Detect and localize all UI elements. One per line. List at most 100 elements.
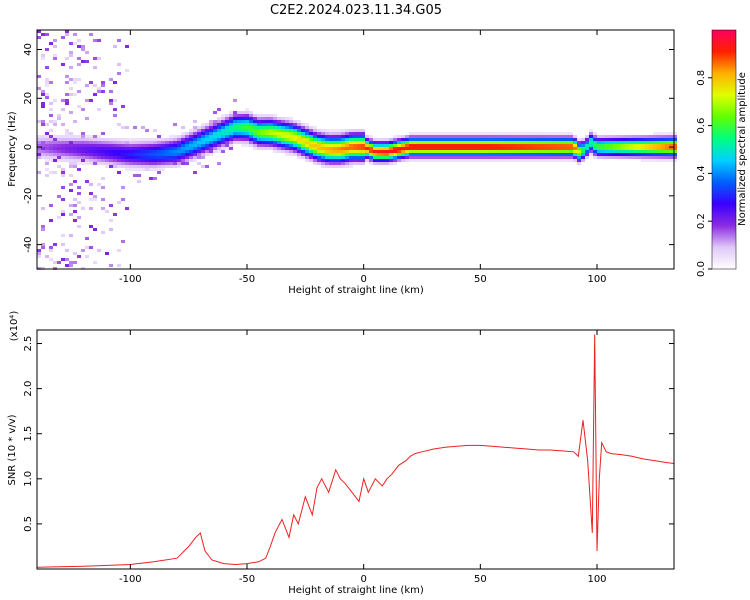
heatmap-cell (421, 156, 425, 159)
heatmap-cell (329, 165, 333, 168)
heatmap-cell (577, 150, 581, 153)
heatmap-cell (201, 150, 205, 153)
heatmap-cell (669, 159, 673, 162)
heatmap-cell (57, 165, 61, 168)
heatmap-cell (49, 135, 53, 138)
heatmap-cell (517, 132, 521, 135)
heatmap-cell (249, 141, 253, 144)
heatmap-cell (637, 144, 641, 147)
heatmap-cell (605, 153, 609, 156)
heatmap-cell (237, 126, 241, 129)
heatmap-cell (337, 162, 341, 165)
heatmap-cell (489, 135, 493, 138)
heatmap-cell (393, 159, 397, 162)
heatmap-cell (489, 159, 493, 162)
heatmap-cell (401, 150, 405, 153)
heatmap-cell (237, 111, 241, 114)
heatmap-cell (385, 153, 389, 156)
heatmap-cell (369, 135, 373, 138)
heatmap-cell (93, 135, 97, 138)
heatmap-cell (277, 150, 281, 153)
heatmap-cell (77, 255, 81, 258)
heatmap-cell (329, 138, 333, 141)
heatmap-cell (421, 132, 425, 135)
heatmap-cell (417, 156, 421, 159)
heatmap-cell (113, 213, 117, 216)
heatmap-cell (257, 123, 261, 126)
spectrogram-xtick-label: 50 (474, 274, 487, 285)
heatmap-cell (137, 138, 141, 141)
heatmap-cell (649, 159, 653, 162)
heatmap-cell (629, 141, 633, 144)
heatmap-cell (37, 135, 41, 138)
heatmap-cell (65, 135, 69, 138)
heatmap-cell (565, 135, 569, 138)
heatmap-cell (597, 147, 601, 150)
heatmap-cell (157, 153, 161, 156)
heatmap-cell (269, 117, 273, 120)
heatmap-cell (293, 129, 297, 132)
heatmap-cell (405, 150, 409, 153)
heatmap-cell (645, 150, 649, 153)
heatmap-cell (409, 150, 413, 153)
heatmap-cell (521, 150, 525, 153)
heatmap-cell (241, 117, 245, 120)
heatmap-cell (185, 153, 189, 156)
heatmap-cell (97, 183, 101, 186)
heatmap-cell (285, 135, 289, 138)
heatmap-cell (601, 135, 605, 138)
heatmap-cell (233, 117, 237, 120)
heatmap-cell (569, 156, 573, 159)
heatmap-cell (269, 129, 273, 132)
heatmap-cell (241, 111, 245, 114)
heatmap-cell (73, 198, 77, 201)
heatmap-cell (281, 117, 285, 120)
heatmap-cell (153, 144, 157, 147)
heatmap-cell (285, 129, 289, 132)
heatmap-cell (177, 138, 181, 141)
heatmap-cell (181, 141, 185, 144)
heatmap-cell (509, 153, 513, 156)
heatmap-cell (437, 138, 441, 141)
heatmap-cell (77, 153, 81, 156)
heatmap-cell (141, 150, 145, 153)
heatmap-cell (89, 150, 93, 153)
heatmap-cell (453, 153, 457, 156)
heatmap-cell (237, 120, 241, 123)
heatmap-cell (193, 135, 197, 138)
heatmap-cell (233, 126, 237, 129)
heatmap-cell (45, 93, 49, 96)
heatmap-cell (565, 153, 569, 156)
heatmap-cell (225, 132, 229, 135)
heatmap-cell (201, 144, 205, 147)
heatmap-cell (453, 159, 457, 162)
heatmap-cell (77, 90, 81, 93)
heatmap-cell (365, 141, 369, 144)
heatmap-cell (105, 150, 109, 153)
heatmap-cell (385, 162, 389, 165)
heatmap-cell (413, 138, 417, 141)
heatmap-cell (181, 150, 185, 153)
heatmap-cell (377, 147, 381, 150)
heatmap-cell (189, 141, 193, 144)
heatmap-cell (557, 147, 561, 150)
heatmap-cell (505, 153, 509, 156)
heatmap-cell (77, 225, 81, 228)
heatmap-cell (361, 141, 365, 144)
heatmap-cell (369, 147, 373, 150)
heatmap-cell (81, 156, 85, 159)
heatmap-cell (137, 150, 141, 153)
heatmap-cell (589, 129, 593, 132)
heatmap-cell (241, 126, 245, 129)
heatmap-cell (77, 135, 81, 138)
heatmap-cell (177, 165, 181, 168)
heatmap-cell (53, 135, 57, 138)
heatmap-cell (77, 201, 81, 204)
heatmap-cell (373, 138, 377, 141)
heatmap-cell (209, 135, 213, 138)
heatmap-cell (169, 150, 173, 153)
heatmap-cell (477, 156, 481, 159)
heatmap-cell (473, 147, 477, 150)
heatmap-cell (85, 60, 89, 63)
heatmap-cell (41, 243, 45, 246)
